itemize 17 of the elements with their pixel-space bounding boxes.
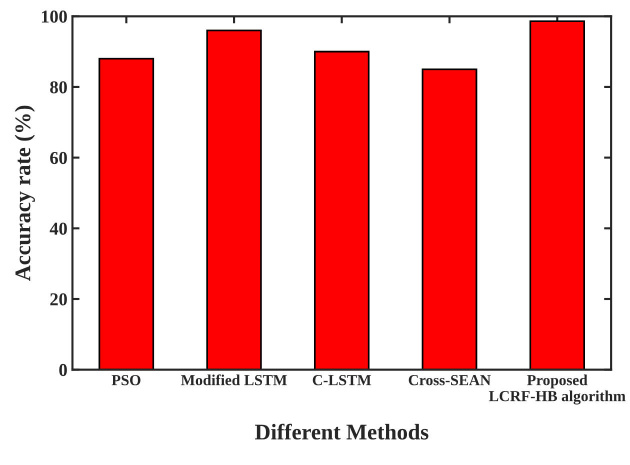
y-tick-label: 80: [50, 81, 67, 94]
y-tick-label: 20: [50, 293, 67, 306]
x-tick-label: PSO: [112, 375, 140, 386]
y-tick-label: 100: [42, 10, 67, 23]
y-axis-title: Accuracy rate (%): [14, 106, 35, 281]
x-tick-label: Modified LSTM: [181, 374, 287, 386]
y-tick-label: 60: [50, 152, 67, 164]
bar: [529, 20, 585, 370]
bar: [422, 68, 478, 370]
x-tick-label: C-LSTM: [312, 375, 372, 386]
y-tick-label: 40: [50, 222, 67, 235]
bar: [206, 30, 262, 370]
x-tick-label: Cross-SEAN: [408, 375, 491, 386]
bar: [314, 50, 370, 370]
y-tick-label: 0: [59, 364, 67, 376]
x-axis-title: Different Methods: [255, 424, 428, 440]
bar: [98, 58, 154, 370]
